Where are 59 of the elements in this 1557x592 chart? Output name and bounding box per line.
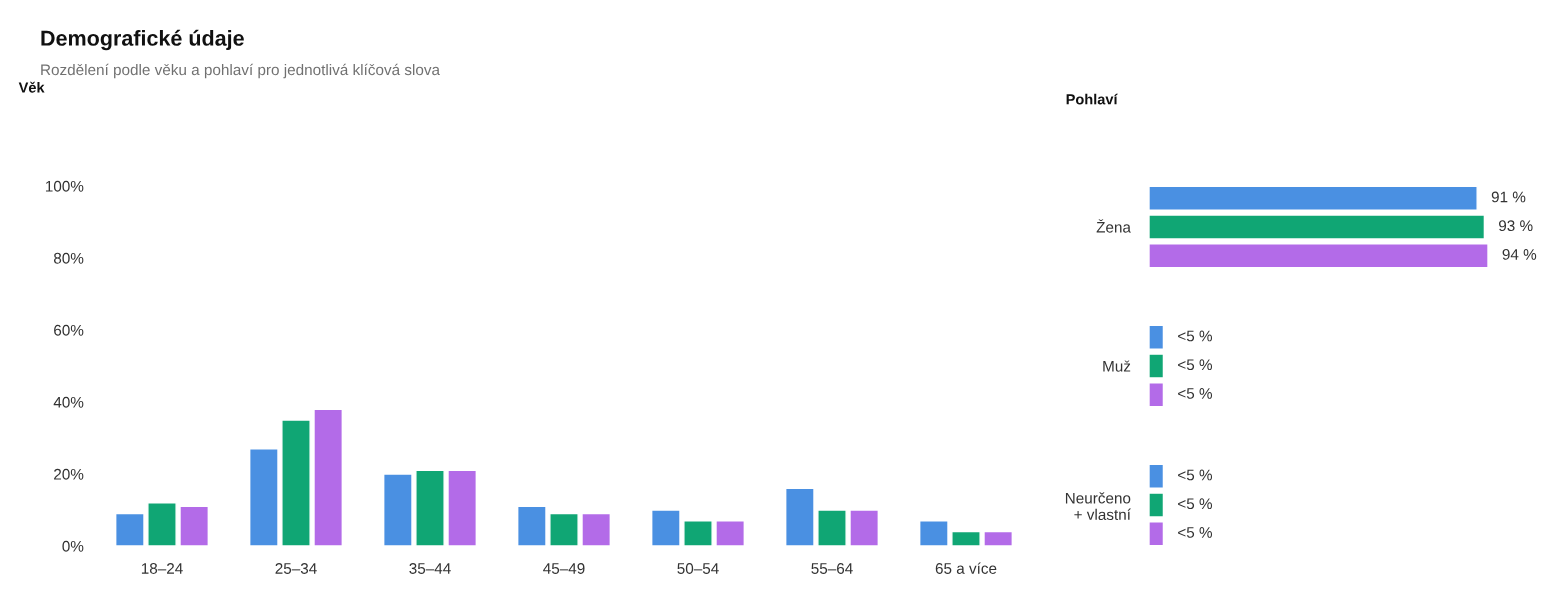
x-tick-label: 55–64 [811,563,853,574]
bar [1149,492,1165,518]
bar [248,448,279,546]
bar [715,520,746,546]
text: Demografické údaje [41,29,244,51]
bar [313,408,344,546]
x-tick-label: 65 a více [935,562,997,574]
data-label: <5 % [1178,330,1213,342]
bar [581,512,612,546]
y-tick-label: 40% [53,396,84,408]
bar [1149,521,1165,547]
x-tick-label: 25–34 [275,563,317,574]
bar [1149,214,1486,240]
y-tick-label: 20% [54,468,84,480]
y-tick-label: 100% [45,180,84,192]
data-label: 94 % [1502,249,1537,260]
bar [114,512,145,546]
y-tick-label: 60% [54,324,84,336]
y-tick-label: 80% [53,252,84,264]
bar [849,509,880,546]
x-tick-label: 35–44 [409,563,451,574]
bar [1149,185,1478,211]
bar [1149,243,1488,269]
bar [1149,353,1165,379]
chart-title: Pohlaví [1066,93,1118,105]
bar [382,473,413,546]
data-label: <5 % [1178,527,1213,538]
bar [650,509,681,546]
bar [817,509,847,546]
bar [784,487,815,546]
data-label: <5 % [1178,498,1213,510]
bar [1149,382,1165,408]
y-tick-label: Neurčeno + vlastní [1065,492,1131,521]
data-label: <5 % [1178,359,1213,371]
data-label: 93 % [1499,220,1533,232]
bar [983,530,1014,546]
bar [179,505,210,546]
bar [147,502,177,546]
bar [281,419,311,546]
data-label: 91 % [1491,191,1526,203]
chart-title: Věk [18,81,45,93]
bar [415,469,445,546]
bar [951,530,981,546]
x-tick-label: 18–24 [141,563,183,574]
y-tick-label: 0% [62,540,84,552]
data-label: <5 % [1178,469,1213,481]
y-tick-label: Muž [1103,360,1131,372]
bar [1149,463,1165,489]
y-tick-label: Žena [1096,219,1131,233]
x-tick-label: 45–49 [543,563,585,574]
text: Rozdělení podle věku a pohlaví pro jednotlivá klíčová slova [41,63,441,79]
bar [549,512,579,546]
bar [447,469,478,546]
data-label: <5 % [1178,388,1213,399]
x-tick-label: 50–54 [677,563,719,574]
bar [683,520,713,546]
bar [918,520,949,546]
bar [516,505,547,546]
bar [1149,324,1165,350]
